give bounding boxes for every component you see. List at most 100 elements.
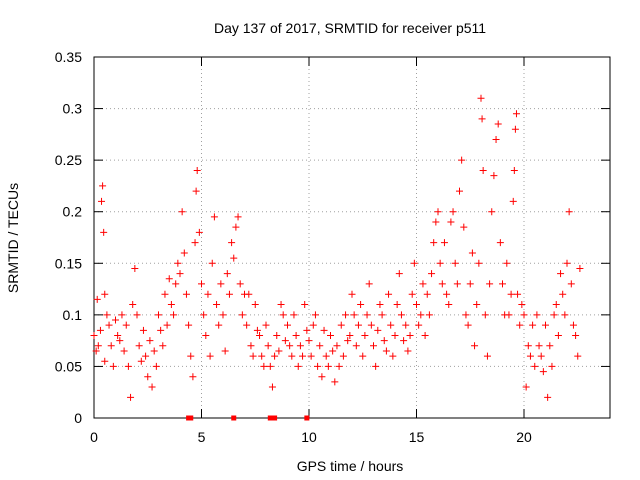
- data-point: [567, 280, 575, 288]
- data-point: [344, 337, 352, 345]
- data-point: [359, 352, 367, 360]
- data-point: [217, 280, 225, 288]
- data-point: [99, 182, 107, 190]
- grid-lines: [94, 57, 610, 418]
- data-point: [281, 337, 289, 345]
- axis-marker: [188, 415, 194, 421]
- data-point: [94, 342, 102, 350]
- data-point: [391, 331, 399, 339]
- data-point: [395, 270, 403, 278]
- data-point: [294, 362, 302, 370]
- x-tick-label: 10: [301, 429, 317, 445]
- y-axis-label: SRMTID / TECUs: [5, 183, 21, 293]
- data-point: [548, 362, 556, 370]
- data-point: [170, 311, 178, 319]
- data-point: [260, 362, 268, 370]
- data-point: [144, 373, 152, 381]
- data-point: [520, 311, 528, 319]
- data-point: [456, 187, 463, 195]
- data-point: [378, 311, 386, 319]
- data-point: [417, 311, 425, 319]
- data-point: [382, 347, 390, 355]
- data-point: [232, 223, 240, 231]
- data-point: [307, 352, 315, 360]
- data-point: [413, 301, 420, 309]
- data-point: [387, 321, 395, 329]
- data-point: [475, 259, 483, 267]
- data-point: [522, 383, 530, 391]
- data-point: [473, 301, 481, 309]
- data-point: [213, 301, 221, 309]
- data-point: [299, 352, 307, 360]
- data-point: [161, 290, 169, 298]
- data-point: [174, 259, 182, 267]
- data-point: [544, 393, 552, 401]
- data-point: [408, 290, 416, 298]
- data-point: [101, 290, 109, 298]
- data-point: [107, 342, 115, 350]
- data-point: [552, 301, 560, 309]
- data-point: [284, 321, 291, 329]
- data-point: [230, 254, 238, 262]
- data-point: [238, 311, 246, 319]
- data-point: [189, 373, 197, 381]
- data-point: [185, 321, 193, 329]
- data-point: [374, 326, 382, 334]
- data-point: [352, 342, 360, 350]
- data-point: [314, 362, 322, 370]
- data-point: [421, 331, 429, 339]
- data-point: [219, 311, 227, 319]
- data-point: [436, 259, 444, 267]
- data-point: [507, 290, 515, 298]
- data-point: [481, 311, 489, 319]
- data-point: [305, 337, 313, 345]
- data-point: [112, 316, 119, 324]
- chart-title: Day 137 of 2017, SRMTID for receiver p51…: [214, 20, 486, 36]
- data-point: [258, 352, 266, 360]
- data-point: [357, 301, 365, 309]
- x-axis-label: GPS time / hours: [297, 458, 404, 474]
- data-point: [563, 259, 571, 267]
- axis-ticks: 0 0.05 0.1 0.15 0.2 0.25 0.3 0.35 0 5 10 15 20: [55, 49, 610, 445]
- data-point: [331, 378, 339, 386]
- data-point: [443, 290, 451, 298]
- data-point: [198, 280, 205, 288]
- data-point: [286, 342, 294, 350]
- data-point: [180, 249, 188, 257]
- data-point: [146, 337, 154, 345]
- x-tick-label: 5: [198, 429, 206, 445]
- data-point: [178, 208, 186, 216]
- data-point: [468, 249, 476, 257]
- data-point: [296, 342, 304, 350]
- data-point: [324, 362, 332, 370]
- data-point: [288, 352, 296, 360]
- data-point: [221, 347, 229, 355]
- data-point: [479, 166, 487, 174]
- data-point: [157, 326, 165, 334]
- data-point: [109, 362, 117, 370]
- data-point: [492, 136, 500, 144]
- data-point: [137, 357, 145, 365]
- data-point: [148, 383, 156, 391]
- data-point: [225, 290, 233, 298]
- data-point: [370, 342, 377, 350]
- data-point: [182, 290, 190, 298]
- data-point: [322, 352, 330, 360]
- data-point: [320, 326, 328, 334]
- data-point: [471, 342, 479, 350]
- axis-marker: [304, 415, 310, 421]
- data-point: [460, 223, 468, 231]
- data-point: [200, 311, 208, 319]
- data-point: [516, 321, 524, 329]
- data-point: [191, 239, 199, 247]
- data-point: [509, 197, 517, 205]
- data-point: [90, 331, 98, 339]
- data-point: [402, 321, 410, 329]
- data-point: [572, 331, 580, 339]
- data-point: [518, 301, 526, 309]
- data-point: [309, 321, 317, 329]
- data-point: [406, 331, 414, 339]
- data-point: [155, 311, 162, 319]
- data-point: [361, 331, 369, 339]
- x-tick-label: 0: [90, 429, 98, 445]
